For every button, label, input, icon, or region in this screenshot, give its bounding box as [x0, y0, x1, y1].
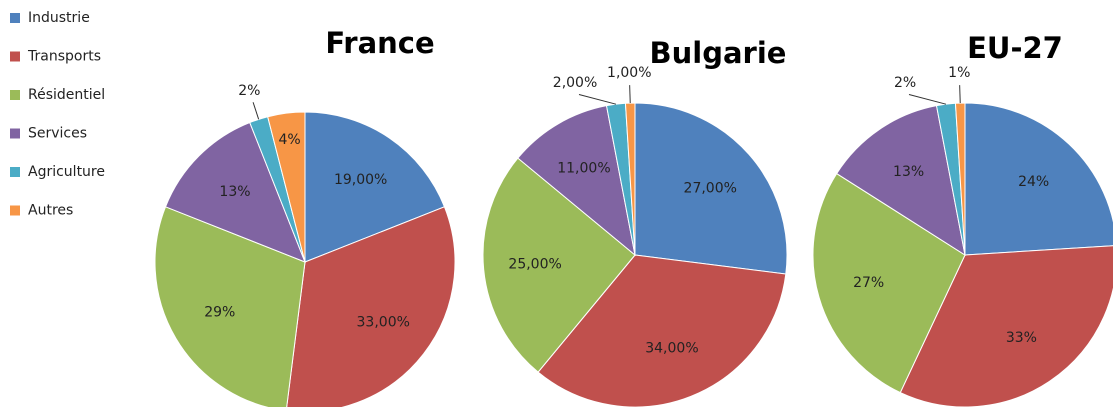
pie-slice [164, 121, 306, 263]
data-label: 13% [893, 164, 924, 180]
pie-slice [517, 105, 636, 257]
pie-slice [482, 157, 636, 373]
legend-label: Autres [28, 203, 73, 219]
data-label: 1% [948, 65, 970, 81]
data-label: 29% [204, 304, 235, 320]
pie-slice [304, 111, 446, 263]
leader-line [252, 102, 260, 120]
data-label: 19,00% [334, 172, 387, 188]
leader-line [959, 85, 961, 104]
legend-swatch [10, 90, 20, 100]
pie-slice [899, 245, 1113, 407]
pie-slice [964, 102, 1113, 256]
pie-slice [835, 105, 966, 257]
leader-line [629, 85, 631, 104]
data-label: 33% [1006, 330, 1037, 346]
data-label: 24% [1018, 174, 1049, 190]
data-label: 27% [853, 275, 884, 291]
legend-label: Services [28, 126, 87, 142]
pie-slice [812, 172, 966, 394]
pie-slice [154, 206, 306, 407]
chart-title: France [325, 26, 434, 60]
legend-label: Industrie [28, 10, 90, 26]
pie-slice [634, 102, 788, 275]
data-label: 11,00% [557, 161, 610, 177]
pie-slice [267, 111, 306, 263]
data-label: 33,00% [357, 315, 410, 331]
data-label: 34,00% [645, 340, 698, 356]
pie-slice [624, 102, 636, 256]
data-label: 2% [894, 75, 916, 91]
data-label: 13% [219, 184, 250, 200]
legend-swatch [10, 167, 20, 177]
legend-label: Résidentiel [28, 87, 105, 103]
chart-title: Bulgarie [650, 36, 787, 70]
legend-label: Agriculture [28, 164, 105, 180]
leader-line [908, 94, 947, 105]
leader-line [578, 94, 617, 105]
pie-slice [954, 102, 966, 256]
chart-title: EU-27 [967, 31, 1063, 65]
legend-swatch [10, 128, 20, 139]
data-label: 4% [278, 132, 300, 148]
pie-slice [286, 206, 456, 407]
data-label: 25,00% [508, 256, 561, 272]
legend-label: Transports [27, 49, 101, 65]
data-label: 1,00% [607, 65, 651, 81]
data-label: 2,00% [553, 75, 597, 91]
legend-swatch [10, 51, 20, 62]
pie-slice [537, 254, 787, 407]
data-label: 2% [238, 83, 260, 99]
data-label: 27,00% [684, 181, 737, 197]
legend-swatch [10, 13, 20, 23]
legend-swatch [10, 205, 20, 216]
